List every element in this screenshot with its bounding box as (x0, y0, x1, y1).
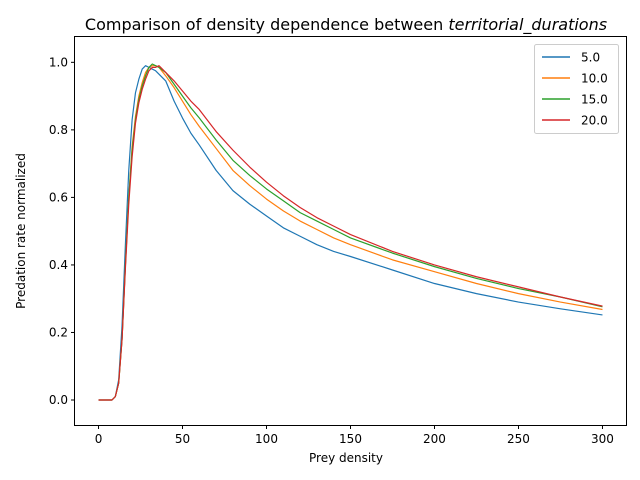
legend-label-series-3: 20.0 (581, 114, 608, 128)
chart-title-prefix: Comparison of density dependence between (85, 15, 448, 34)
x-axis-label: Prey density (309, 451, 383, 465)
y-tick-label-3: 0.6 (49, 190, 68, 204)
series-line-0 (98, 65, 603, 401)
legend-label-series-1: 10.0 (581, 72, 608, 86)
x-tick-label-1: 50 (175, 432, 190, 446)
x-tick-label-2: 100 (255, 432, 278, 446)
y-tick-label-5: 1.0 (49, 55, 68, 69)
x-tick-label-5: 250 (507, 432, 530, 446)
x-tick-label-6: 300 (591, 432, 614, 446)
y-axis-label: Predation rate normalized (14, 153, 28, 309)
x-tick-label-3: 150 (339, 432, 362, 446)
x-axis: 0 50 100 150 200 250 300 (95, 425, 614, 446)
x-tick-label-4: 200 (423, 432, 446, 446)
y-tick-label-0: 0.0 (49, 393, 68, 407)
series-line-3 (98, 65, 603, 401)
chart-title-italic: territorial_durations (448, 15, 607, 35)
y-axis: 0.0 0.2 0.4 0.6 0.8 1.0 (49, 55, 75, 407)
y-tick-label-1: 0.2 (49, 325, 68, 339)
y-tick-label-4: 0.8 (49, 123, 68, 137)
legend: 5.0 10.0 15.0 20.0 (534, 44, 619, 134)
chart-title: Comparison of density dependence between… (85, 15, 607, 35)
plot-area (74, 36, 627, 426)
series-group (98, 63, 603, 401)
legend-box (534, 44, 619, 134)
y-tick-label-2: 0.4 (49, 258, 68, 272)
legend-label-series-0: 5.0 (581, 51, 600, 65)
x-tick-label-0: 0 (95, 432, 103, 446)
legend-label-series-2: 15.0 (581, 93, 608, 107)
